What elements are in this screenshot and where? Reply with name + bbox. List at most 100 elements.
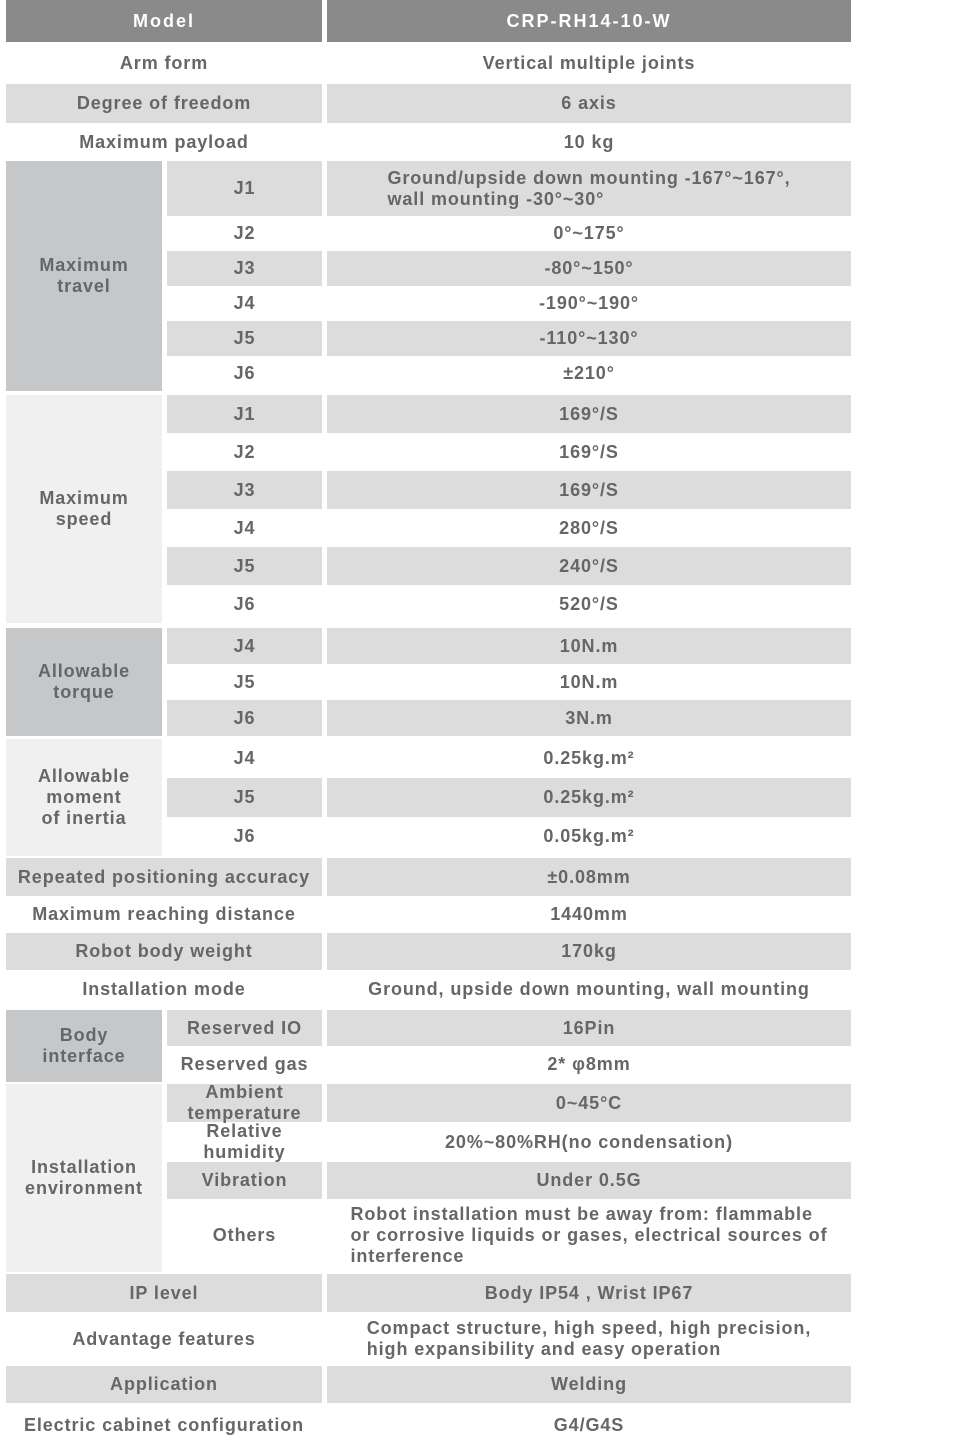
group-label-cell-installation-environment: Installation environment: [6, 1084, 162, 1272]
sub-label-cell: Ambient temperature: [167, 1082, 322, 1123]
row-value-cell: Under 0.5G: [327, 1162, 851, 1199]
joint-label-cell: J5: [167, 664, 322, 700]
row-value: 0~45°C: [555, 1092, 623, 1113]
joint-label-cell: J3: [167, 471, 322, 509]
row-label-cell: Arm form: [6, 42, 322, 84]
row-value: 2* φ8mm: [547, 1053, 631, 1074]
row-value-cell: -80°~150°: [327, 251, 851, 286]
row-value: Vertical multiple joints: [482, 52, 696, 73]
spec-row-torque-j6: J6 3N.m: [167, 700, 851, 736]
row-value: G4/G4S: [553, 1415, 625, 1436]
group-label-cell-body-interface: Body interface: [6, 1010, 162, 1082]
row-value-cell: 0.05kg.m²: [327, 817, 851, 856]
joint-label: J5: [233, 671, 256, 692]
row-value: Ground, upside down mounting, wall mount…: [368, 978, 810, 999]
section-body-interface: Body interface Reserved IO 16Pin Reserve…: [6, 1010, 851, 1082]
section-maximum-travel: Maximum travel J1 Ground/upside down mou…: [6, 161, 851, 391]
spec-row-speed-j3: J3 169°/S: [167, 471, 851, 509]
joint-label: J3: [233, 258, 256, 279]
spec-row-installation-mode: Installation mode Ground, upside down mo…: [6, 970, 851, 1008]
joint-label: J6: [233, 826, 256, 847]
row-value-cell: Vertical multiple joints: [327, 42, 851, 84]
row-value-cell: 16Pin: [327, 1010, 851, 1046]
row-value-cell: Ground, upside down mounting, wall mount…: [327, 970, 851, 1008]
header-label-cell: Model: [6, 0, 322, 42]
row-value: 0°~175°: [553, 223, 625, 244]
joint-label-cell: J6: [167, 817, 322, 856]
joint-label: J3: [233, 479, 256, 500]
spec-row-repeated-positioning-accuracy: Repeated positioning accuracy ±0.08mm: [6, 858, 851, 896]
spec-row-arm-form: Arm form Vertical multiple joints: [6, 42, 851, 84]
sub-label: Relative humidity: [203, 1121, 286, 1162]
group-label: Installation environment: [25, 1157, 143, 1198]
row-value: Ground/upside down mounting -167°~167°, …: [387, 167, 791, 209]
row-label: Application: [110, 1374, 218, 1395]
spec-row-speed-j6: J6 520°/S: [167, 585, 851, 623]
row-value-cell: 520°/S: [327, 585, 851, 623]
row-label-cell: Robot body weight: [6, 933, 322, 970]
row-value: -80°~150°: [544, 258, 634, 279]
section-maximum-speed: Maximum speed J1 169°/S J2 169°/S J3 169…: [6, 395, 851, 623]
header-label: Model: [133, 10, 195, 31]
joint-label: J4: [233, 293, 256, 314]
group-rows: J1 Ground/upside down mounting -167°~167…: [167, 161, 851, 391]
row-value: 10N.m: [559, 635, 619, 656]
row-value: 169°/S: [559, 403, 619, 424]
row-value: ±210°: [563, 363, 615, 384]
joint-label: J6: [233, 593, 256, 614]
row-label: Maximum reaching distance: [32, 904, 296, 925]
row-value-cell: 2* φ8mm: [327, 1046, 851, 1082]
group-label: Body interface: [42, 1025, 126, 1066]
group-rows: Ambient temperature 0~45°C Relative humi…: [167, 1082, 851, 1272]
sub-label-cell: Others: [167, 1199, 322, 1272]
sub-label-cell: Vibration: [167, 1162, 322, 1199]
joint-label: J6: [233, 707, 256, 728]
spec-row-speed-j5: J5 240°/S: [167, 547, 851, 585]
group-label: Allowable torque: [37, 661, 131, 702]
row-value: Compact structure, high speed, high prec…: [366, 1318, 812, 1359]
row-value-cell: ±0.08mm: [327, 858, 851, 896]
group-rows: J4 0.25kg.m² J5 0.25kg.m² J6 0.05kg.m²: [167, 739, 851, 856]
group-rows: J4 10N.m J5 10N.m J6 3N.m: [167, 628, 851, 736]
sub-label: Others: [212, 1225, 277, 1246]
row-value-cell: 10N.m: [327, 664, 851, 700]
row-value-cell: 169°/S: [327, 433, 851, 471]
joint-label-cell: J1: [167, 161, 322, 216]
sub-label: Reserved gas: [180, 1053, 309, 1074]
joint-label-cell: J2: [167, 433, 322, 471]
row-value: 16Pin: [562, 1017, 616, 1038]
row-value-cell: Body IP54 , Wrist IP67: [327, 1274, 851, 1312]
row-value: 170kg: [561, 941, 617, 962]
group-label-cell-maximum-travel: Maximum travel: [6, 161, 162, 391]
spec-row-travel-j5: J5 -110°~130°: [167, 321, 851, 356]
row-value-cell: 3N.m: [327, 700, 851, 736]
row-label: Electric cabinet configuration: [23, 1415, 305, 1436]
spec-row-inertia-j5: J5 0.25kg.m²: [167, 778, 851, 817]
joint-label: J4: [233, 635, 256, 656]
spec-row-advantage-features: Advantage features Compact structure, hi…: [6, 1312, 851, 1366]
spec-row-robot-body-weight: Robot body weight 170kg: [6, 933, 851, 970]
group-label-cell-allowable-torque: Allowable torque: [6, 628, 162, 736]
joint-label: J6: [233, 363, 256, 384]
row-label-cell: Electric cabinet configuration: [6, 1403, 322, 1448]
spec-row-ip-level: IP level Body IP54 , Wrist IP67: [6, 1274, 851, 1312]
row-value: 6 axis: [561, 93, 617, 114]
joint-label-cell: J6: [167, 585, 322, 623]
spec-row-inertia-j6: J6 0.05kg.m²: [167, 817, 851, 856]
spec-row-speed-j2: J2 169°/S: [167, 433, 851, 471]
row-value-cell: ±210°: [327, 356, 851, 391]
row-label: Robot body weight: [75, 941, 253, 962]
joint-label: J5: [233, 328, 256, 349]
spec-row-travel-j2: J2 0°~175°: [167, 216, 851, 251]
joint-label-cell: J5: [167, 778, 322, 817]
row-label-cell: Degree of freedom: [6, 84, 322, 123]
row-value: 169°/S: [559, 479, 619, 500]
row-value-cell: 0.25kg.m²: [327, 778, 851, 817]
sub-label-cell: Relative humidity: [167, 1121, 322, 1162]
joint-label: J2: [233, 223, 256, 244]
spec-row-application: Application Welding: [6, 1366, 851, 1403]
row-value-cell: Robot installation must be away from: fl…: [327, 1199, 851, 1272]
sub-label: Vibration: [201, 1170, 288, 1191]
spec-row-vibration: Vibration Under 0.5G: [167, 1162, 851, 1199]
row-value: 280°/S: [559, 517, 619, 538]
